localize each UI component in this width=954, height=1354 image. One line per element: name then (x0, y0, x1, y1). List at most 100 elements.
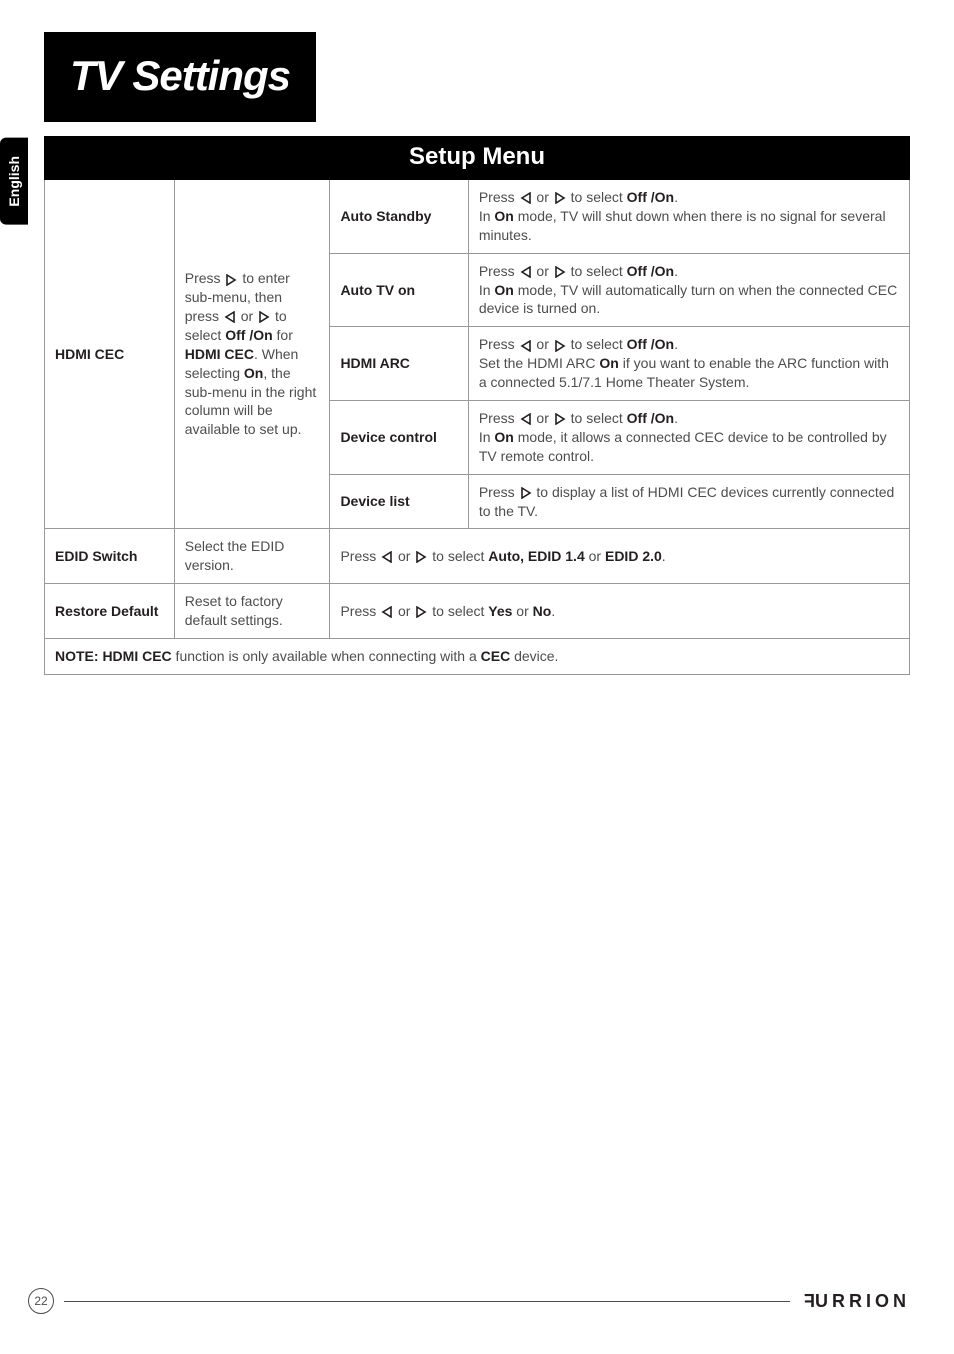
text-bold: Yes (488, 603, 512, 619)
text-bold: Off /On (225, 327, 272, 343)
text: or (237, 308, 257, 324)
text-bold: On (244, 365, 263, 381)
arrow-right-icon (415, 606, 427, 618)
text: device. (510, 648, 558, 664)
text: mode, it allows a connected CEC device t… (479, 429, 887, 464)
text: mode, TV will automatically turn on when… (479, 282, 897, 317)
sub-desc-hdmi-arc: Press or to select Off /On. Set the HDMI… (468, 327, 909, 401)
text-bold: Off /On (627, 189, 674, 205)
text: or (533, 410, 553, 426)
row-note: NOTE: HDMI CEC function is only availabl… (45, 639, 910, 675)
text-bold: Auto, EDID 1.4 (488, 548, 584, 564)
text: to select (567, 263, 627, 279)
sub-label-hdmi-arc: HDMI ARC (330, 327, 468, 401)
text: . (674, 410, 678, 426)
text: function is only available when connecti… (172, 648, 481, 664)
text-bold: EDID 2.0 (605, 548, 662, 564)
arrow-left-icon (520, 192, 532, 204)
arrow-right-icon (554, 413, 566, 425)
page-title: TV Settings (44, 32, 316, 122)
sub-desc-auto-standby: Press or to select Off /On. In On mode, … (468, 180, 909, 254)
text: . (551, 603, 555, 619)
setup-menu-table: Setup Menu HDMI CEC Press to enter sub-m… (44, 136, 910, 675)
text: . (674, 336, 678, 352)
row-label-hdmi-cec: HDMI CEC (45, 180, 175, 529)
text: for (273, 327, 293, 343)
text: Press (479, 336, 519, 352)
arrow-left-icon (520, 266, 532, 278)
row-desc-restore: Reset to factory default settings. (174, 584, 330, 639)
page-footer: 22 FURRION (28, 1288, 910, 1314)
text-bold: NOTE: HDMI CEC (55, 648, 172, 664)
text: or (533, 263, 553, 279)
text-bold: On (494, 282, 513, 298)
arrow-right-icon (258, 311, 270, 323)
text: to select (428, 548, 488, 564)
row-label-edid: EDID Switch (45, 529, 175, 584)
text: . (674, 189, 678, 205)
text-bold: Off /On (627, 336, 674, 352)
text: In (479, 208, 495, 224)
text: or (394, 603, 414, 619)
arrow-right-icon (225, 274, 237, 286)
text-bold: CEC (481, 648, 511, 664)
content-area: Setup Menu HDMI CEC Press to enter sub-m… (44, 136, 910, 675)
text-bold: On (494, 208, 513, 224)
row-desc-hdmi-cec: Press to enter sub-menu, then press or t… (174, 180, 330, 529)
text: mode, TV will shut down when there is no… (479, 208, 886, 243)
text: or (394, 548, 414, 564)
text-bold: On (494, 429, 513, 445)
text: Press (340, 603, 380, 619)
text: Press (479, 484, 519, 500)
text: to select (567, 410, 627, 426)
row-right-edid: Press or to select Auto, EDID 1.4 or EDI… (330, 529, 910, 584)
row-desc-edid: Select the EDID version. (174, 529, 330, 584)
text-bold: Off /On (627, 263, 674, 279)
sub-label-auto-tv-on: Auto TV on (330, 253, 468, 327)
text: Press (479, 410, 519, 426)
sub-label-auto-standby: Auto Standby (330, 180, 468, 254)
sub-desc-device-control: Press or to select Off /On. In On mode, … (468, 401, 909, 475)
row-right-restore: Press or to select Yes or No. (330, 584, 910, 639)
arrow-right-icon (554, 340, 566, 352)
row-label-restore: Restore Default (45, 584, 175, 639)
text: or (533, 189, 553, 205)
text: or (585, 548, 605, 564)
text-bold: HDMI CEC (185, 346, 254, 362)
arrow-left-icon (381, 606, 393, 618)
language-tab: English (0, 138, 28, 225)
text: In (479, 429, 495, 445)
arrow-right-icon (554, 192, 566, 204)
arrow-left-icon (520, 340, 532, 352)
text: to select (567, 336, 627, 352)
arrow-left-icon (224, 311, 236, 323)
text: to select (567, 189, 627, 205)
sub-label-device-control: Device control (330, 401, 468, 475)
text-bold: No (533, 603, 552, 619)
page-number: 22 (28, 1288, 54, 1314)
text-bold: Off /On (627, 410, 674, 426)
text: or (512, 603, 532, 619)
text: or (533, 336, 553, 352)
sub-label-device-list: Device list (330, 474, 468, 529)
text-bold: On (599, 355, 618, 371)
arrow-right-icon (520, 487, 532, 499)
text: to select (428, 603, 488, 619)
table-header: Setup Menu (45, 137, 910, 180)
footer-divider (64, 1301, 790, 1302)
text: Set the HDMI ARC (479, 355, 600, 371)
sub-desc-auto-tv-on: Press or to select Off /On. In On mode, … (468, 253, 909, 327)
text: . (662, 548, 666, 564)
text: Press (185, 270, 225, 286)
arrow-left-icon (381, 551, 393, 563)
brand-logo: FURRION (800, 1291, 910, 1312)
text: Press (340, 548, 380, 564)
text: . (674, 263, 678, 279)
text: In (479, 282, 495, 298)
sub-desc-device-list: Press to display a list of HDMI CEC devi… (468, 474, 909, 529)
arrow-right-icon (554, 266, 566, 278)
arrow-left-icon (520, 413, 532, 425)
text: to display a list of HDMI CEC devices cu… (479, 484, 895, 519)
text: Press (479, 263, 519, 279)
text: Press (479, 189, 519, 205)
